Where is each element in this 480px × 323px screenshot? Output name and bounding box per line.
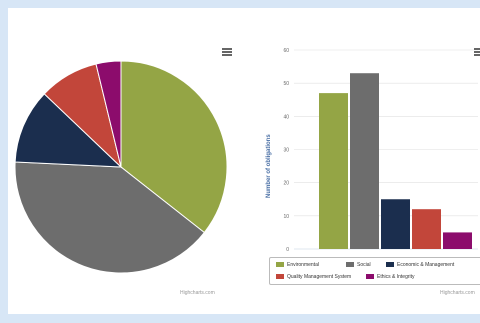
bar-quality[interactable]: [412, 209, 441, 249]
legend-swatch: [346, 262, 354, 267]
legend-swatch: [386, 262, 394, 267]
legend-swatch: [276, 274, 284, 279]
legend: Environmental Social Economic & Manageme…: [269, 257, 480, 285]
legend-label: Quality Management System: [287, 274, 351, 280]
y-tick-label: 10: [283, 214, 289, 220]
pie-chart-panel: Highcharts.com: [8, 8, 248, 314]
bar-ethics[interactable]: [443, 232, 472, 249]
y-tick-label: 0: [286, 247, 289, 253]
credits-text[interactable]: Highcharts.com: [180, 290, 215, 296]
legend-label: Economic & Management: [397, 262, 454, 268]
bar-economic[interactable]: [381, 199, 410, 249]
bar-environmental[interactable]: [319, 93, 348, 249]
legend-label: Environmental: [287, 262, 319, 268]
y-axis-label: Number of obligations: [266, 134, 272, 198]
legend-item-social[interactable]: Social: [346, 262, 371, 268]
legend-swatch: [276, 262, 284, 267]
bar-chart-panel: 0 10 20 30 40 50 60 Number of obligations Envi…: [254, 8, 480, 314]
y-tick-label: 30: [283, 148, 289, 154]
credits-text[interactable]: Highcharts.com: [440, 290, 475, 296]
legend-item-quality[interactable]: Quality Management System: [276, 274, 351, 280]
legend-item-ethics[interactable]: Ethics & Integrity: [366, 274, 415, 280]
legend-item-environmental[interactable]: Environmental: [276, 262, 319, 268]
legend-label: Ethics & Integrity: [377, 274, 415, 280]
y-tick-label: 60: [283, 48, 289, 54]
pie-chart: [8, 8, 248, 314]
y-tick-label: 20: [283, 181, 289, 187]
chart-frame: Highcharts.com 0 10 20 30 40 50 60 Number of o…: [8, 8, 480, 314]
legend-swatch: [366, 274, 374, 279]
bar-social[interactable]: [350, 73, 379, 249]
y-tick-label: 50: [283, 81, 289, 87]
menu-icon[interactable]: [222, 48, 232, 56]
y-tick-label: 40: [283, 114, 289, 120]
menu-icon[interactable]: [474, 48, 480, 56]
legend-label: Social: [357, 262, 371, 268]
legend-item-economic[interactable]: Economic & Management: [386, 262, 454, 268]
